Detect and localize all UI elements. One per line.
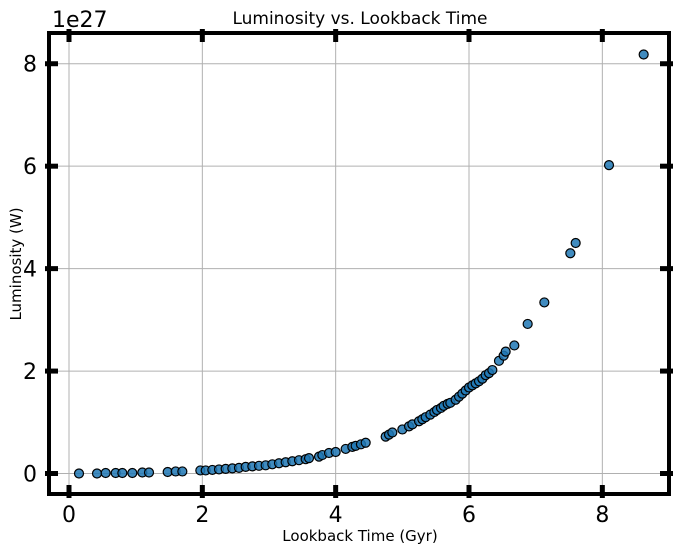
data-point bbox=[91, 468, 103, 479]
data-point bbox=[303, 453, 315, 464]
data-point bbox=[487, 364, 498, 376]
data-point bbox=[73, 468, 85, 479]
data-point bbox=[330, 446, 341, 458]
data-point bbox=[360, 437, 371, 448]
data-point bbox=[570, 237, 581, 249]
data-point bbox=[177, 466, 188, 477]
data-point bbox=[117, 467, 128, 479]
data-point bbox=[100, 467, 111, 479]
chart-title: Luminosity vs. Lookback Time bbox=[232, 9, 487, 29]
y-tick-label: 2 bbox=[23, 360, 37, 385]
x-tick-label: 0 bbox=[62, 503, 76, 528]
data-point bbox=[509, 340, 520, 351]
data-point bbox=[500, 346, 511, 357]
plot-frame bbox=[47, 31, 671, 496]
data-point bbox=[603, 160, 615, 171]
data-point bbox=[539, 297, 550, 308]
tick-marks bbox=[45, 29, 673, 498]
y-tick-label: 4 bbox=[23, 258, 37, 283]
scatter-points bbox=[73, 49, 649, 479]
data-point bbox=[143, 467, 155, 478]
data-point bbox=[127, 467, 138, 479]
data-point bbox=[387, 427, 398, 438]
data-point bbox=[565, 248, 576, 259]
y-tick-labels: 0 2 4 6 8 bbox=[23, 53, 37, 488]
y-tick-label: 8 bbox=[23, 53, 37, 78]
data-point bbox=[522, 318, 533, 330]
y-tick-label: 6 bbox=[23, 155, 37, 180]
y-tick-label: 0 bbox=[23, 463, 37, 488]
x-tick-label: 6 bbox=[462, 503, 476, 528]
data-point bbox=[638, 49, 649, 60]
x-tick-label: 8 bbox=[595, 503, 609, 528]
x-axis-label: Lookback Time (Gyr) bbox=[282, 527, 437, 545]
y-offset-label: 1e27 bbox=[52, 8, 108, 33]
x-tick-labels: 0 2 4 6 8 bbox=[62, 503, 609, 528]
y-axis-label: Luminosity (W) bbox=[7, 207, 25, 320]
grid-lines bbox=[49, 33, 669, 494]
x-tick-label: 2 bbox=[195, 503, 209, 528]
x-tick-label: 4 bbox=[329, 503, 343, 528]
